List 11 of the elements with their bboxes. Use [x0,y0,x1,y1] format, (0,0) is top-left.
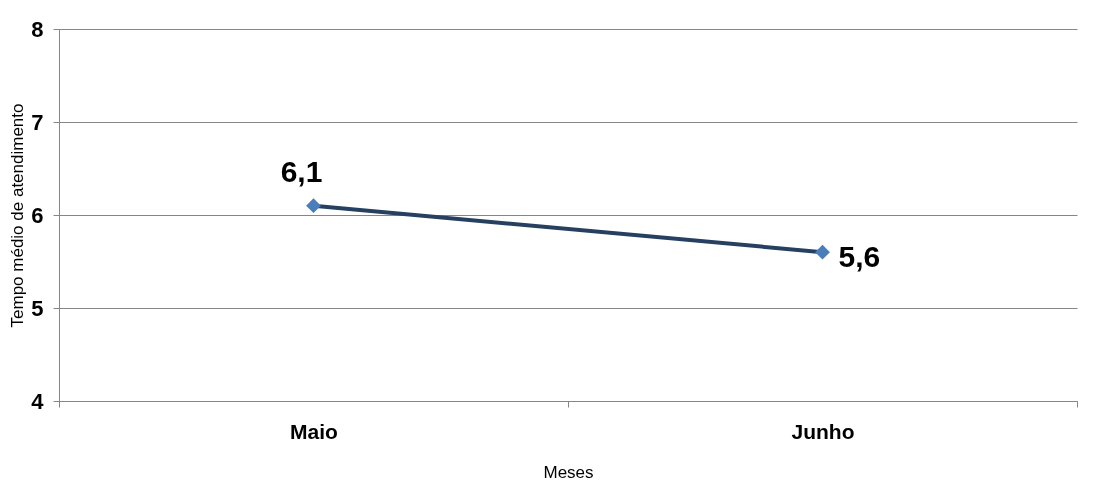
x-tick-label: Maio [290,419,338,443]
data-label: 6,1 [280,154,323,188]
y-tick-label: 6 [31,202,44,228]
y-tick-label: 7 [31,109,44,135]
data-label: 5,6 [838,240,881,274]
y-tick-label: 4 [31,388,45,414]
y-axis-title: Tempo médio de atendimento [8,103,28,328]
x-tick-label: Junho [791,419,855,443]
x-axis-title: Meses [543,462,594,482]
y-tick-label: 8 [31,16,44,42]
y-tick-label: 5 [31,295,44,321]
